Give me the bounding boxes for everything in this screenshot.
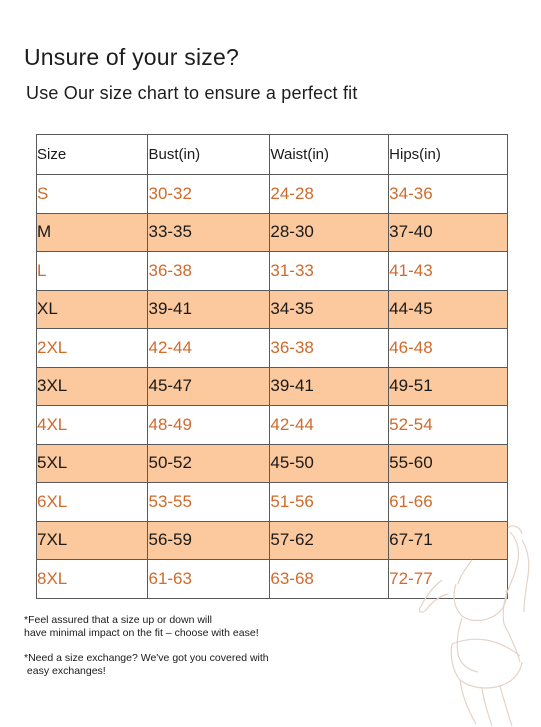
cell-hips: 55-60 xyxy=(388,443,508,483)
header-bust: Bust(in) xyxy=(147,134,271,175)
cell-bust: 61-63 xyxy=(147,559,271,599)
cell-size: 7XL xyxy=(35,520,149,560)
cell-waist: 57-62 xyxy=(269,520,390,560)
cell-hips: 46-48 xyxy=(388,328,508,368)
cell-size: 8XL xyxy=(35,559,149,599)
cell-waist: 39-41 xyxy=(269,366,390,406)
cell-bust: 56-59 xyxy=(147,520,271,560)
fit-note-line1: *Feel assured that a size up or down wil… xyxy=(24,614,212,626)
table-row: 5XL 50-52 45-50 55-60 xyxy=(35,443,508,483)
cell-size: 5XL xyxy=(35,443,149,483)
cell-hips: 44-45 xyxy=(388,289,508,329)
table-row: M 33-35 28-30 37-40 xyxy=(35,212,508,252)
page-title: Unsure of your size? xyxy=(24,44,239,70)
cell-bust: 42-44 xyxy=(147,328,271,368)
cell-size: 3XL xyxy=(35,366,149,406)
cell-bust: 33-35 xyxy=(147,212,271,252)
page-subtitle: Use Our size chart to ensure a perfect f… xyxy=(26,83,358,103)
table-row: 8XL 61-63 63-68 72-77 xyxy=(35,559,508,599)
table-row: 6XL 53-55 51-56 61-66 xyxy=(35,482,508,522)
exchange-note-line1: *Need a size exchange? We've got you cov… xyxy=(24,652,269,664)
cell-hips: 41-43 xyxy=(388,251,508,291)
body-outline-illustration xyxy=(418,525,530,727)
cell-size: 4XL xyxy=(35,405,149,445)
cell-waist: 42-44 xyxy=(269,405,390,445)
table-row: XL 39-41 34-35 44-45 xyxy=(35,289,508,329)
cell-bust: 53-55 xyxy=(147,482,271,522)
cell-hips: 67-71 xyxy=(388,520,508,560)
cell-waist: 63-68 xyxy=(269,559,390,599)
table-row: L 36-38 31-33 41-43 xyxy=(35,251,508,291)
fit-note: *Feel assured that a size up or down wil… xyxy=(24,614,259,640)
cell-size: 6XL xyxy=(35,482,149,522)
cell-hips: 49-51 xyxy=(388,366,508,406)
cell-bust: 30-32 xyxy=(147,174,271,214)
cell-waist: 31-33 xyxy=(269,251,390,291)
exchange-note-line2: easy exchanges! xyxy=(24,665,106,677)
cell-size: S xyxy=(35,174,149,214)
cell-waist: 28-30 xyxy=(269,212,390,252)
cell-waist: 51-56 xyxy=(269,482,390,522)
cell-hips: 61-66 xyxy=(388,482,508,522)
cell-size: XL xyxy=(35,289,149,329)
cell-hips: 52-54 xyxy=(388,405,508,445)
cell-bust: 39-41 xyxy=(147,289,271,329)
cell-hips: 72-77 xyxy=(388,559,508,599)
cell-bust: 48-49 xyxy=(147,405,271,445)
cell-waist: 36-38 xyxy=(269,328,390,368)
table-header-row: Size Bust(in) Waist(in) Hips(in) xyxy=(35,134,508,175)
cell-waist: 24-28 xyxy=(269,174,390,214)
header-hips: Hips(in) xyxy=(388,134,508,175)
cell-waist: 45-50 xyxy=(269,443,390,483)
table-row: 3XL 45-47 39-41 49-51 xyxy=(35,366,508,406)
cell-bust: 50-52 xyxy=(147,443,271,483)
table-row: 2XL 42-44 36-38 46-48 xyxy=(35,328,508,368)
exchange-note: *Need a size exchange? We've got you cov… xyxy=(24,652,269,678)
cell-bust: 45-47 xyxy=(147,366,271,406)
fit-note-line2: have minimal impact on the fit – choose … xyxy=(24,627,259,639)
header-waist: Waist(in) xyxy=(269,134,390,175)
header-size: Size xyxy=(35,134,149,175)
cell-hips: 34-36 xyxy=(388,174,508,214)
table-row: 7XL 56-59 57-62 67-71 xyxy=(35,520,508,560)
cell-size: M xyxy=(35,212,149,252)
cell-waist: 34-35 xyxy=(269,289,390,329)
table-row: 4XL 48-49 42-44 52-54 xyxy=(35,405,508,445)
cell-size: L xyxy=(35,251,149,291)
size-chart-table: Size Bust(in) Waist(in) Hips(in) S 30-32… xyxy=(35,134,508,599)
cell-hips: 37-40 xyxy=(388,212,508,252)
cell-size: 2XL xyxy=(35,328,149,368)
cell-bust: 36-38 xyxy=(147,251,271,291)
table-row: S 30-32 24-28 34-36 xyxy=(35,174,508,214)
